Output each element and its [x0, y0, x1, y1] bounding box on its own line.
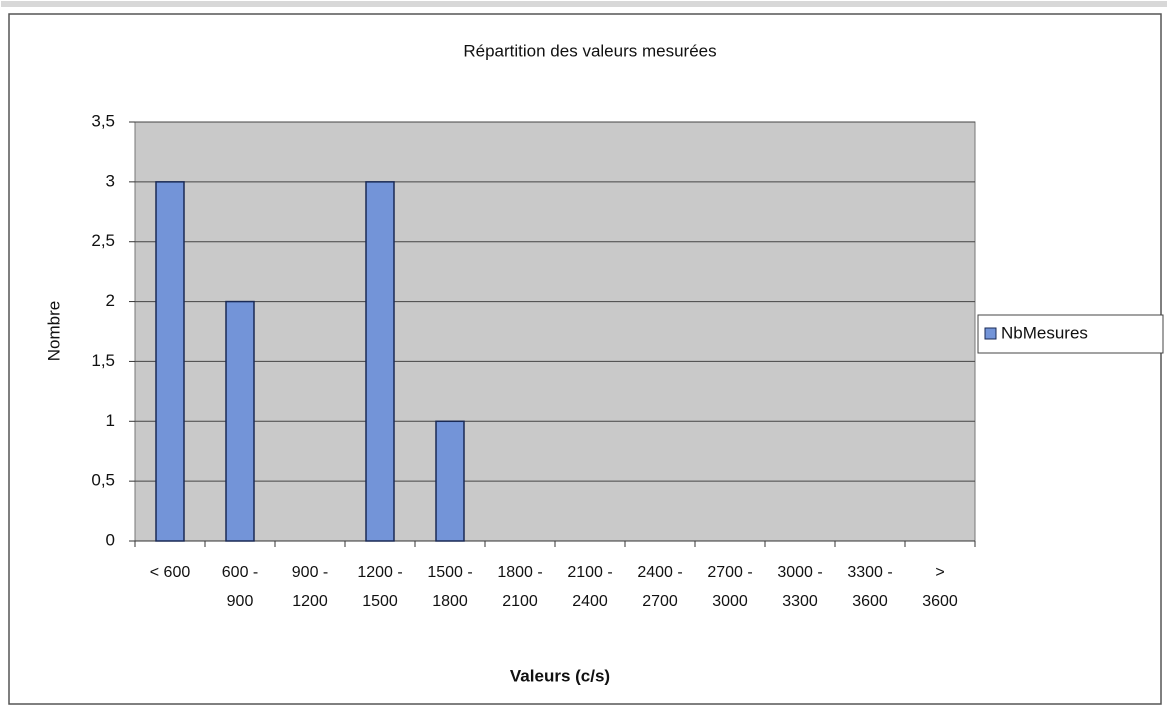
x-tick-label: > 3600: [922, 564, 958, 610]
y-tick-label: 3,5: [91, 111, 115, 130]
x-tick-label: 1800 - 2100: [497, 564, 543, 610]
x-tick-label: 900 - 1200: [291, 564, 329, 610]
bar: [225, 300, 255, 542]
x-tick-label: 600 - 900: [221, 564, 259, 610]
y-tick-label: 0,5: [91, 471, 115, 490]
legend-label: NbMesures: [1001, 323, 1088, 342]
x-tick-label: 1200 - 1500: [357, 564, 403, 610]
bar: [435, 420, 465, 542]
chart-title: Répartition des valeurs mesurées: [463, 41, 716, 60]
y-tick-label: 3: [106, 171, 115, 190]
y-tick-label: 2,5: [91, 231, 115, 250]
y-tick-label: 1: [106, 411, 115, 430]
y-axis-label: Nombre: [44, 301, 63, 361]
y-tick-label: 1,5: [91, 351, 115, 370]
x-tick-label: < 600: [149, 564, 191, 581]
top-bar: [1, 1, 1167, 7]
y-tick-label: 2: [106, 291, 115, 310]
y-tick-label: 0: [106, 530, 115, 549]
x-axis-label: Valeurs (c/s): [510, 666, 610, 685]
x-tick-label: 2400 - 2700: [637, 564, 683, 610]
x-tick-label: 2700 - 3000: [707, 564, 753, 610]
x-tick-label: 1500 - 1800: [427, 564, 473, 610]
x-tick-label: 3300 - 3600: [847, 564, 893, 610]
x-tick-label: 2100 - 2400: [567, 564, 613, 610]
x-tick-label: 3000 - 3300: [777, 564, 823, 610]
legend-swatch: [984, 327, 997, 340]
legend: [977, 314, 1164, 354]
bar: [365, 181, 395, 542]
plot-area: [134, 121, 976, 542]
bar: [155, 181, 185, 542]
